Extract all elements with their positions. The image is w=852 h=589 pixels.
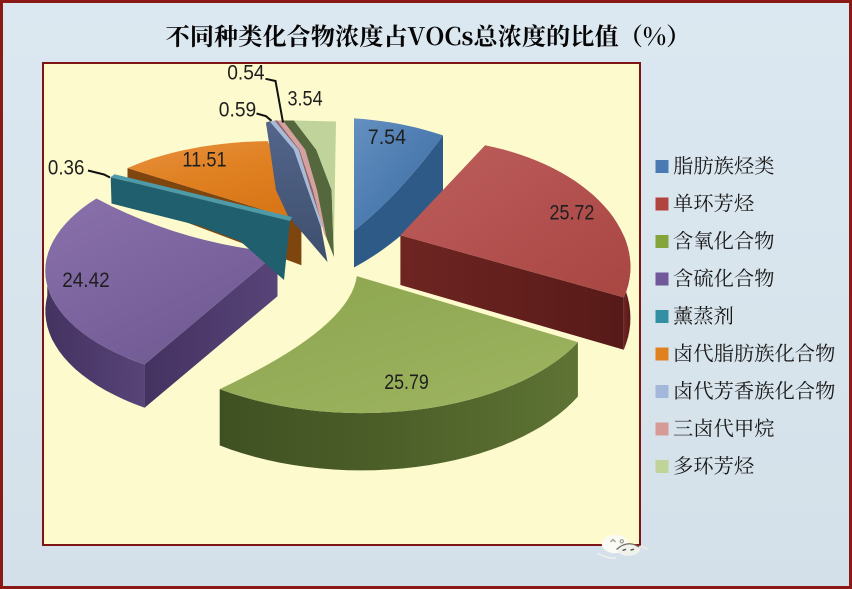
- svg-text:0.54: 0.54: [227, 61, 265, 84]
- svg-text:24.42: 24.42: [62, 269, 109, 292]
- svg-text:25.79: 25.79: [384, 371, 429, 394]
- svg-text:0.36: 0.36: [48, 156, 85, 179]
- svg-text:25.72: 25.72: [550, 202, 595, 225]
- svg-text:0.59: 0.59: [219, 99, 256, 122]
- svg-text:7.54: 7.54: [368, 126, 406, 149]
- svg-text:11.51: 11.51: [182, 149, 226, 172]
- svg-text:3.54: 3.54: [288, 88, 323, 111]
